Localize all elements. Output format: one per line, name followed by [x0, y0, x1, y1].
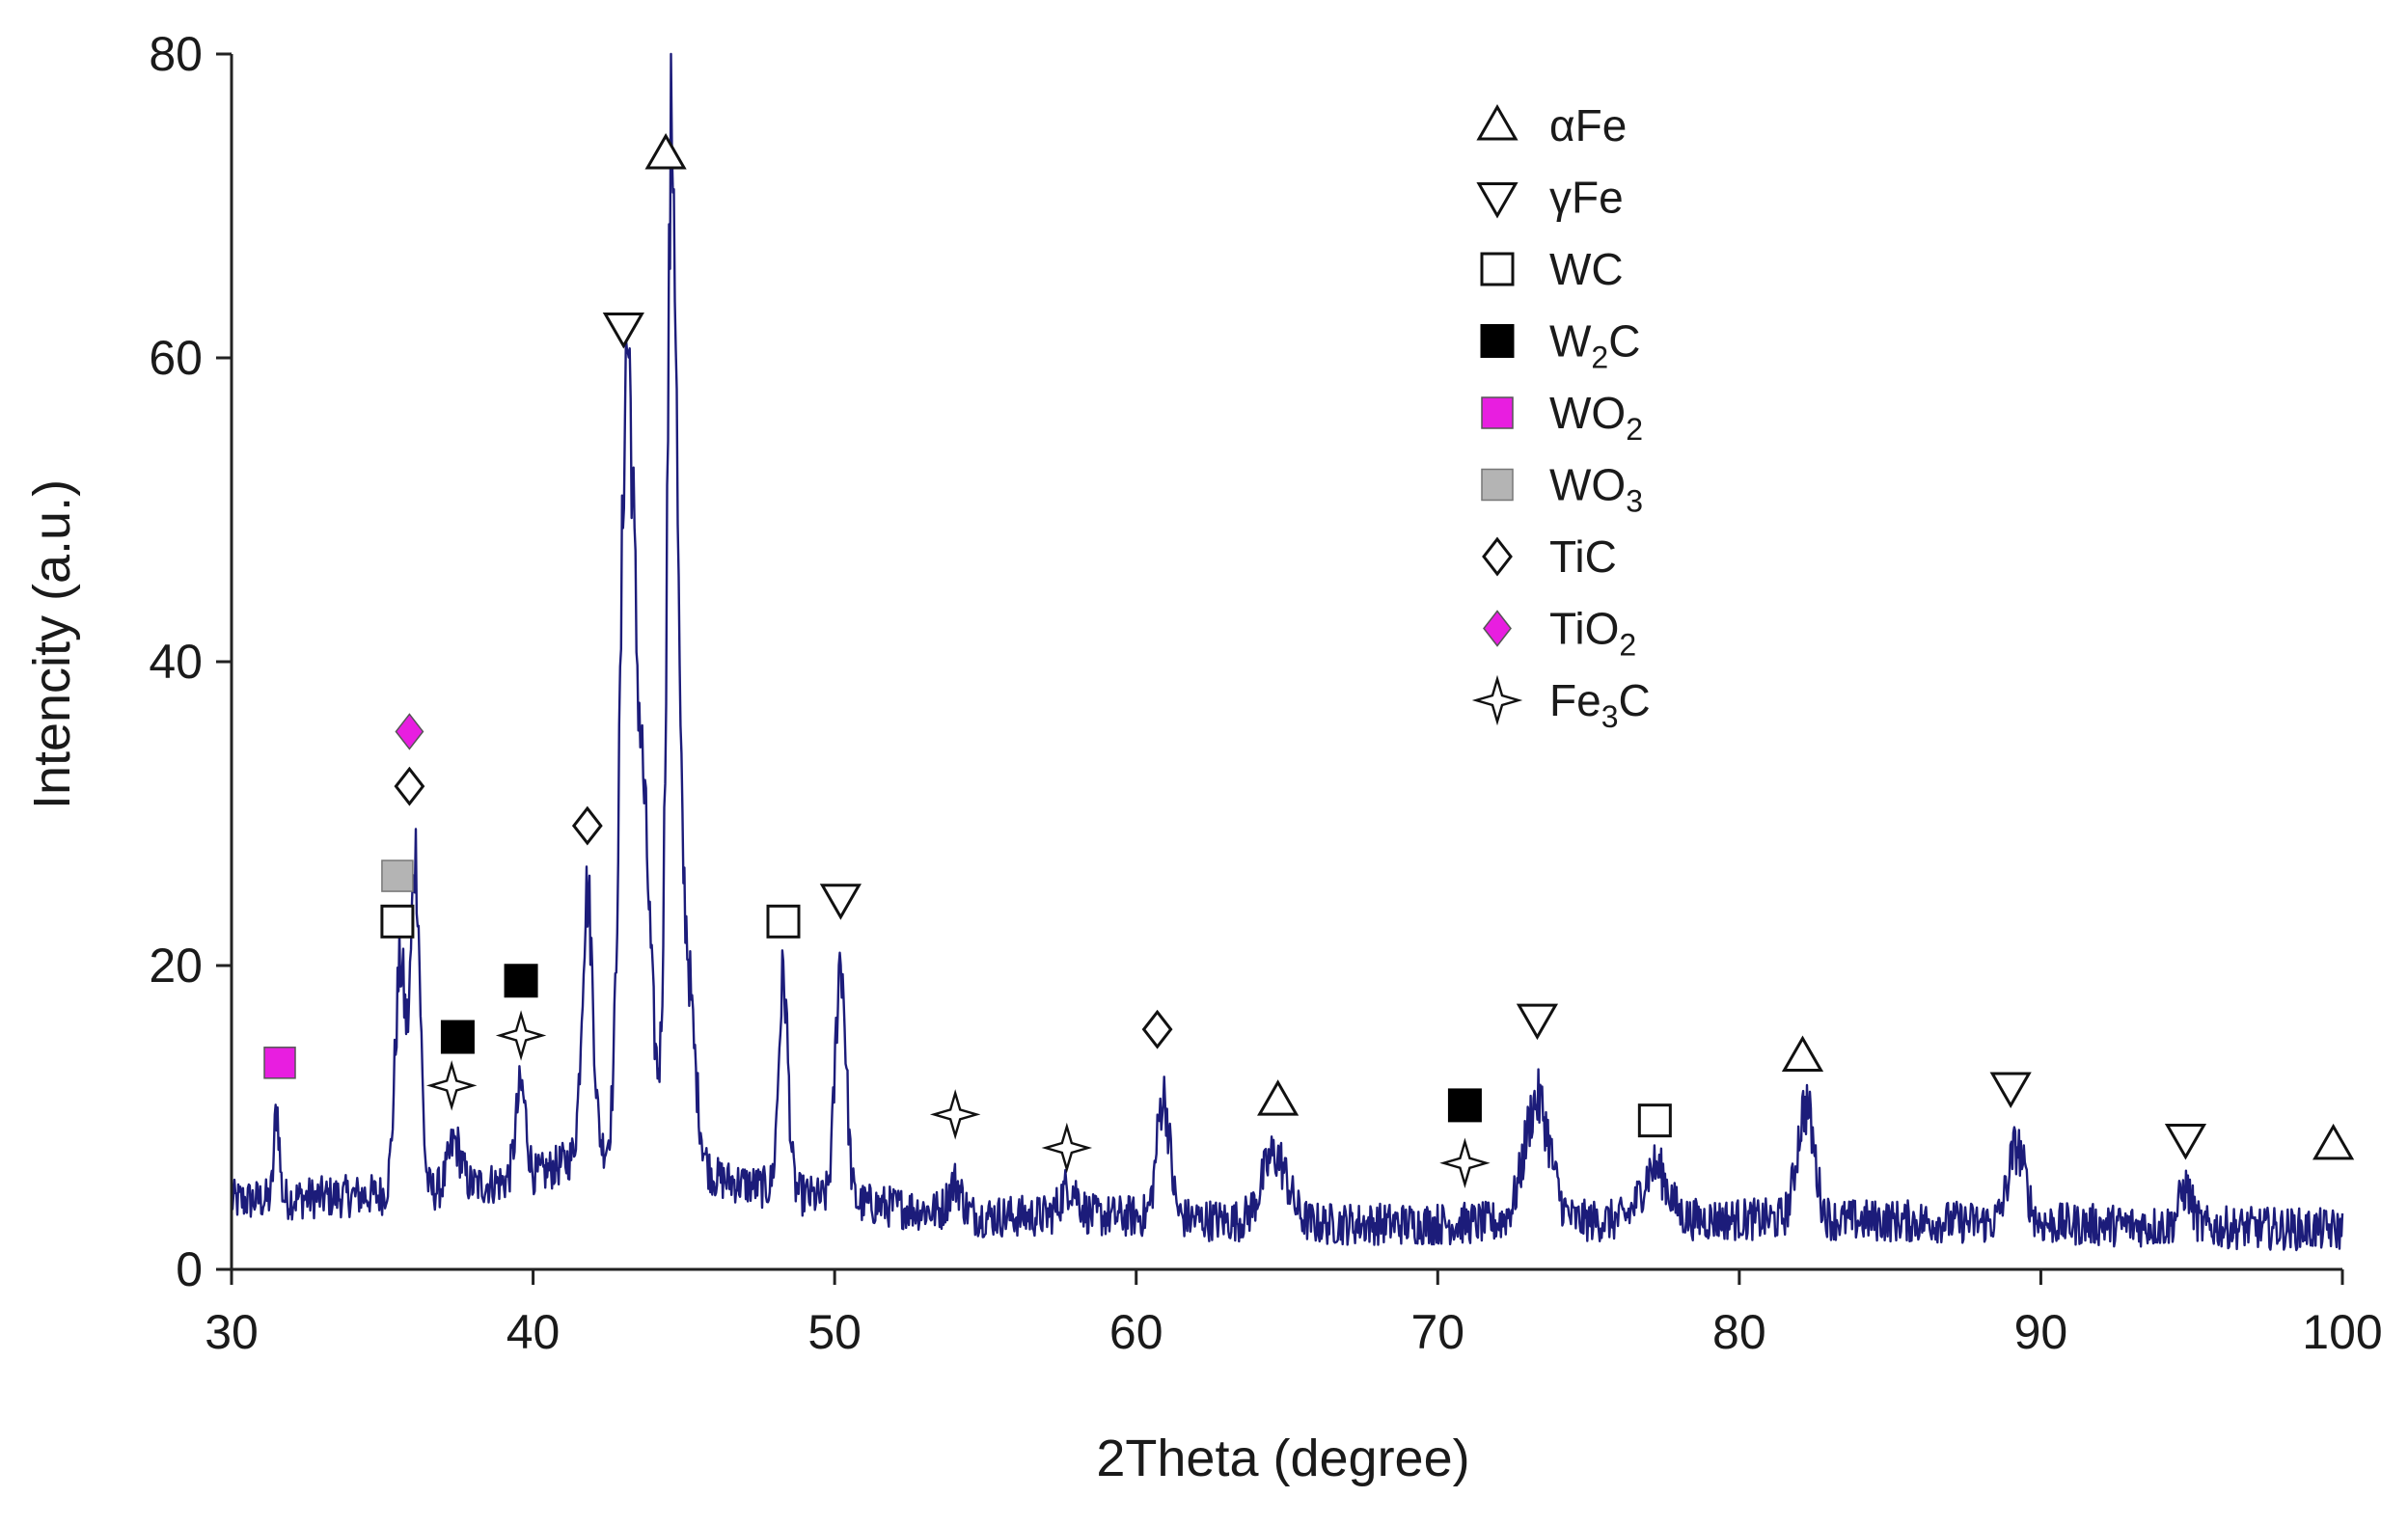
legend-diamond-magenta-icon	[1483, 610, 1512, 647]
legend-label: WO3	[1549, 460, 1643, 519]
star4-peak-marker	[495, 1010, 547, 1061]
legend-entry: WC	[1480, 244, 1624, 294]
legend-square-gray-icon	[1481, 468, 1514, 502]
triangle-down-peak-marker	[602, 313, 644, 349]
axes: 30 40 50 60 70 80 90 100 0 20 40 60 80	[149, 27, 2382, 1359]
triangle-down-peak-marker	[819, 884, 862, 920]
legend-label: TiO2	[1549, 604, 1636, 663]
star4-peak-marker	[425, 1060, 478, 1111]
star4-peak-marker	[1439, 1137, 1491, 1189]
y-tick-label: 80	[149, 27, 203, 81]
y-tick-label: 20	[149, 939, 203, 993]
square-open-peak-marker	[380, 904, 415, 939]
x-tick-label: 50	[807, 1305, 862, 1359]
triangle-up-peak-marker	[1781, 1035, 1824, 1072]
legend-square-black-icon	[1480, 324, 1515, 358]
triangle-down-peak-marker	[2164, 1124, 2207, 1160]
square-black-peak-marker	[440, 1020, 475, 1054]
legend-label: γFe	[1549, 173, 1624, 223]
legend-star4-icon	[1471, 674, 1523, 726]
legend-entry: W2C	[1480, 316, 1640, 375]
square-black-peak-marker	[504, 964, 538, 998]
diamond-open-peak-marker	[394, 766, 425, 806]
triangle-down-peak-marker	[1516, 1003, 1559, 1041]
legend-label: TiC	[1549, 531, 1617, 582]
legend-label: WO2	[1549, 388, 1643, 447]
square-open-peak-marker	[1637, 1103, 1672, 1138]
legend-entry: Fe3C	[1471, 674, 1651, 734]
square-magenta-peak-marker	[263, 1047, 296, 1079]
x-tick-label: 90	[2014, 1305, 2068, 1359]
x-tick-label: 30	[205, 1305, 259, 1359]
x-tick-label: 60	[1109, 1305, 1163, 1359]
legend-entry: TiO2	[1483, 604, 1636, 663]
diamond-open-peak-marker	[1141, 1009, 1173, 1049]
legend-entry: γFe	[1476, 173, 1624, 223]
square-gray-peak-marker	[381, 859, 414, 892]
legend-label: αFe	[1549, 100, 1627, 150]
triangle-up-peak-marker	[1257, 1079, 1300, 1116]
star4-peak-marker	[929, 1089, 981, 1140]
x-tick-label: 100	[2302, 1305, 2382, 1359]
legend-entry: TiC	[1482, 531, 1617, 582]
legend-label: W2C	[1549, 316, 1640, 375]
square-open-peak-marker	[766, 904, 801, 939]
legend-triangle-up-icon	[1476, 103, 1519, 141]
legend-entry: WO2	[1481, 388, 1643, 447]
triangle-down-peak-marker	[1989, 1072, 2032, 1109]
xrd-series-line	[230, 52, 2344, 1252]
star4-peak-marker	[1041, 1122, 1093, 1174]
diamond-open-peak-marker	[571, 805, 603, 846]
square-black-peak-marker	[1447, 1088, 1482, 1123]
legend-label: Fe3C	[1549, 675, 1651, 734]
x-tick-label: 40	[506, 1305, 561, 1359]
legend-square-open-icon	[1480, 252, 1515, 286]
triangle-up-peak-marker	[2312, 1123, 2355, 1160]
x-axis-label: 2Theta (degree)	[1096, 1430, 1469, 1487]
legend: αFe γFe WC W2C WO2 WO3 TiC TiO2 Fe3C	[1471, 100, 1651, 734]
legend-square-magenta-icon	[1481, 396, 1514, 429]
peak-markers	[263, 132, 2355, 1189]
diamond-magenta-peak-marker	[395, 713, 424, 750]
y-tick-label: 0	[176, 1242, 203, 1296]
legend-triangle-down-icon	[1476, 182, 1519, 219]
x-tick-label: 80	[1712, 1305, 1766, 1359]
x-tick-label: 70	[1410, 1305, 1464, 1359]
y-tick-label: 40	[149, 635, 203, 689]
legend-diamond-open-icon	[1482, 536, 1513, 577]
plot-area	[230, 52, 2344, 1252]
y-axis-label: Intencity (a.u.)	[23, 479, 81, 809]
y-tick-label: 60	[149, 331, 203, 385]
legend-label: WC	[1549, 244, 1624, 294]
triangle-up-peak-marker	[644, 132, 687, 170]
legend-entry: WO3	[1481, 460, 1643, 519]
legend-entry: αFe	[1476, 100, 1627, 150]
